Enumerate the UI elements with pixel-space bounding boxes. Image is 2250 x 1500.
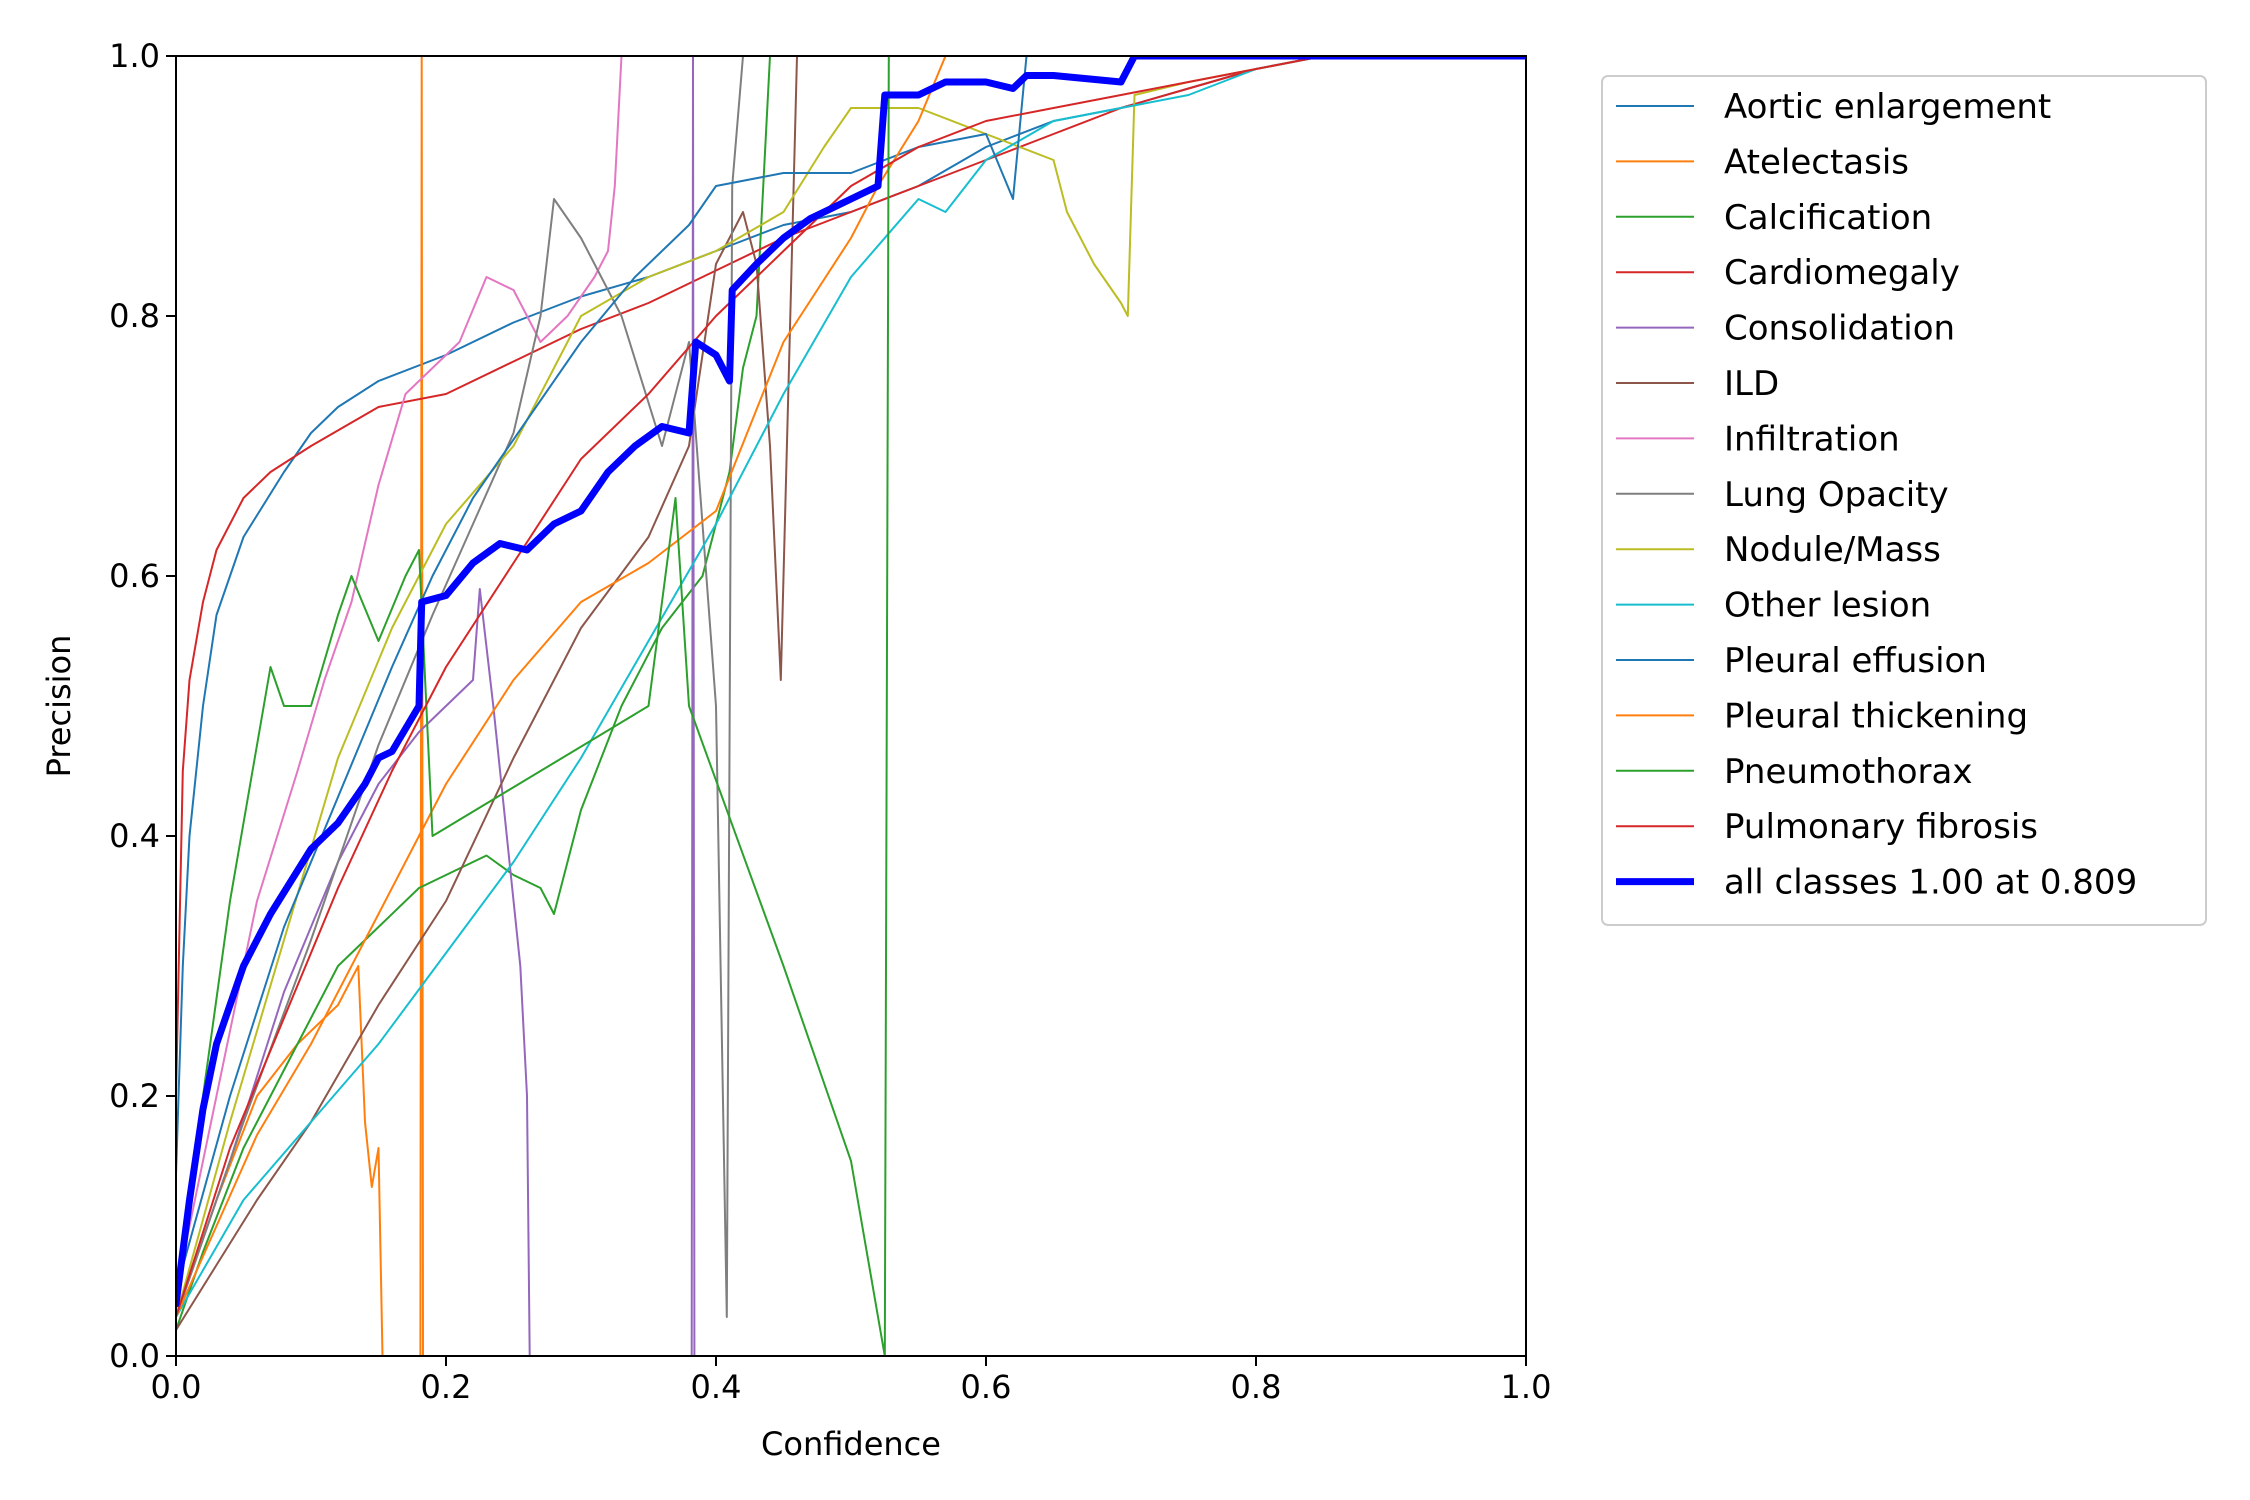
x-tick-label: 0.8 (1231, 1368, 1282, 1406)
x-tick-label: 0.4 (691, 1368, 742, 1406)
series-layer (176, 56, 1526, 1356)
y-tick-label: 0.4 (109, 817, 160, 855)
legend-label: ILD (1724, 364, 1779, 404)
series-line-infiltration (176, 56, 1526, 1292)
x-tick-label: 0.0 (151, 1368, 202, 1406)
legend-box (1601, 75, 2207, 926)
series-line-ild (176, 56, 1526, 1331)
legend-label: Lung Opacity (1724, 475, 1949, 515)
y-tick-label: 0.2 (109, 1077, 160, 1115)
series-line-consolidation (176, 56, 1526, 1356)
series-line-cardiomegaly (176, 56, 1526, 1097)
series-line-other-lesion (176, 56, 1526, 1318)
y-tick-label: 0.0 (109, 1337, 160, 1375)
legend-label: all classes 1.00 at 0.809 (1724, 863, 2137, 903)
series-line-pleural-thickening (176, 56, 1526, 1318)
plot-frame (175, 55, 1527, 1357)
legend-label: Cardiomegaly (1724, 253, 1960, 293)
x-tick-label: 1.0 (1501, 1368, 1552, 1406)
legend-label: Pleural thickening (1724, 696, 2028, 736)
legend-label: Pulmonary fibrosis (1724, 807, 2038, 847)
y-tick-label: 0.6 (109, 557, 160, 595)
series-line-calcification (176, 56, 1526, 1331)
y-axis-label: Precision (40, 635, 78, 778)
x-axis: 0.0 0.2 0.4 0.6 0.8 1.0 (151, 1356, 1552, 1406)
series-line-nodule-mass (176, 56, 1526, 1318)
legend-label: Calcification (1724, 198, 1932, 238)
series-line-all-classes-1-00-at-0-809 (176, 56, 1526, 1308)
x-axis-label: Confidence (761, 1425, 941, 1463)
x-tick-label: 0.2 (421, 1368, 472, 1406)
legend-label: Atelectasis (1724, 142, 1909, 182)
series-line-pulmonary-fibrosis (176, 56, 1526, 1318)
legend: Aortic enlargement Atelectasis Calcificati… (1601, 75, 2207, 926)
y-tick-label: 1.0 (109, 37, 160, 75)
series-line-pneumothorax (176, 56, 1526, 1356)
legend-label: Infiltration (1724, 419, 1900, 459)
legend-label: Aortic enlargement (1724, 87, 2051, 127)
legend-label: Pneumothorax (1724, 752, 1972, 792)
series-line-atelectasis (176, 56, 1526, 1356)
x-tick-label: 0.6 (961, 1368, 1012, 1406)
y-axis: 0.0 0.2 0.4 0.6 0.8 1.0 (109, 37, 176, 1375)
legend-label: Pleural effusion (1724, 641, 1987, 681)
series-line-pleural-effusion (176, 56, 1526, 1292)
y-tick-label: 0.8 (109, 297, 160, 335)
legend-label: Consolidation (1724, 309, 1955, 349)
legend-label: Other lesion (1724, 586, 1931, 626)
legend-label: Nodule/Mass (1724, 530, 1941, 570)
